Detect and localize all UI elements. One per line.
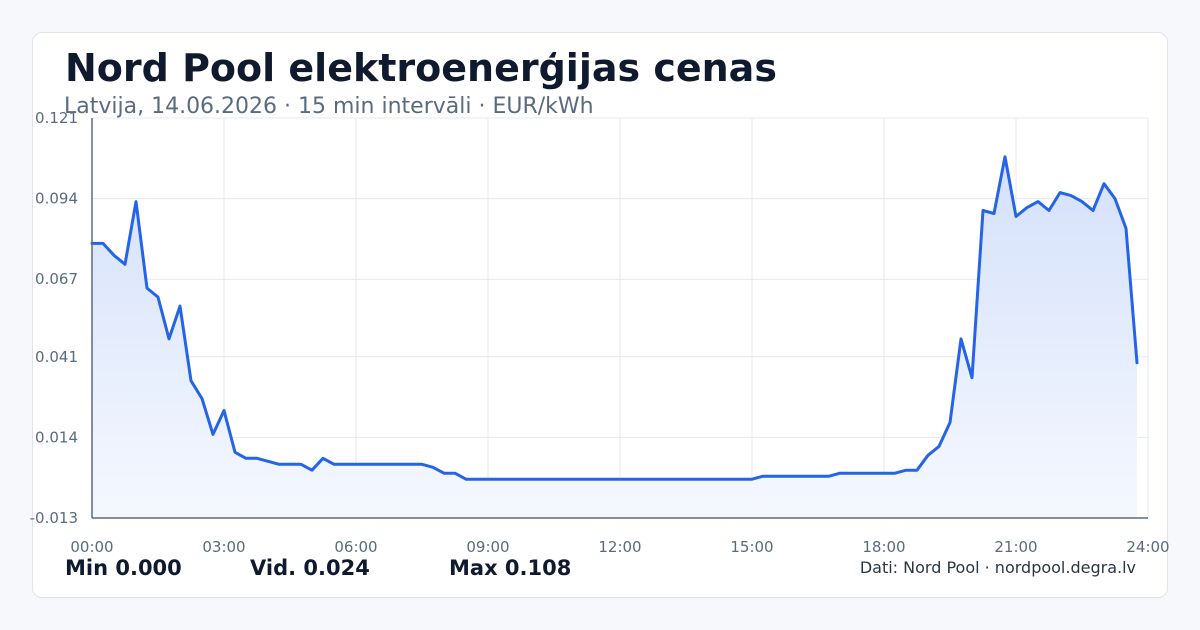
- price-area-fill: [92, 156, 1137, 519]
- y-tick-label: 0.014: [35, 428, 78, 446]
- x-tick-label: 09:00: [466, 538, 509, 556]
- x-tick-label: 00:00: [70, 538, 113, 556]
- stat-average: Vid. 0.024: [250, 556, 370, 580]
- y-tick-label: 0.094: [35, 190, 78, 208]
- x-tick-label: 15:00: [730, 538, 773, 556]
- x-tick-label: 06:00: [334, 538, 377, 556]
- chart-title: Nord Pool elektroenerģijas cenas: [65, 46, 777, 90]
- x-tick-label: 24:00: [1126, 538, 1169, 556]
- x-tick-label: 12:00: [598, 538, 641, 556]
- stat-min: Min 0.000: [65, 556, 182, 580]
- y-tick-label: 0.041: [35, 348, 78, 366]
- price-line: [90, 155, 1139, 481]
- y-tick-label: 0.067: [35, 270, 78, 288]
- stat-max: Max 0.108: [449, 556, 572, 580]
- y-tick-label: -0.013: [30, 509, 78, 527]
- y-tick-label: 0.121: [35, 109, 78, 127]
- x-tick-label: 21:00: [994, 538, 1037, 556]
- x-tick-label: 18:00: [862, 538, 905, 556]
- chart-subtitle: Latvija, 14.06.2026 · 15 min intervāli ·…: [64, 94, 594, 119]
- data-source: Dati: Nord Pool · nordpool.degra.lv: [859, 558, 1136, 577]
- x-tick-label: 03:00: [202, 538, 245, 556]
